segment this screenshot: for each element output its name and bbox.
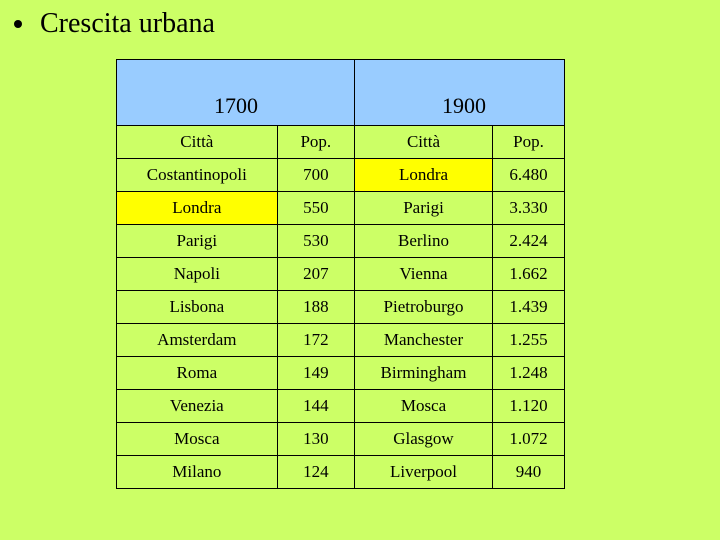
- year-1700-header: 1700: [116, 59, 355, 126]
- city-1700-cell: Roma: [116, 356, 278, 390]
- city-1700-cell: Londra: [116, 191, 278, 225]
- city-1700-cell: Parigi: [116, 224, 278, 258]
- city-1900-cell: Manchester: [354, 323, 493, 357]
- pop-1900-cell: 1.248: [492, 356, 565, 390]
- pop-1900-cell: 1.072: [492, 422, 565, 456]
- city-1700-cell: Lisbona: [116, 290, 278, 324]
- column-header-city-1900: Città: [354, 125, 493, 159]
- city-1700-cell: Napoli: [116, 257, 278, 291]
- city-1700-cell: Milano: [116, 455, 278, 489]
- pop-1700-cell: 149: [276, 356, 356, 390]
- table-row: Napoli 207 Vienna 1.662: [116, 257, 565, 291]
- population-table: 1700 1900 Città Pop. Città Pop. Costanti…: [116, 59, 565, 489]
- slide-title: Crescita urbana: [40, 8, 215, 39]
- city-1900-cell: Londra: [354, 158, 493, 192]
- table-row: Venezia 144 Mosca 1.120: [116, 389, 565, 423]
- pop-1900-cell: 1.439: [492, 290, 565, 324]
- table-row: Amsterdam 172 Manchester 1.255: [116, 323, 565, 357]
- pop-1900-cell: 1.662: [492, 257, 565, 291]
- pop-1700-cell: 144: [276, 389, 356, 423]
- pop-1700-cell: 550: [276, 191, 356, 225]
- column-header-city-1700: Città: [116, 125, 278, 159]
- pop-1900-cell: 2.424: [492, 224, 565, 258]
- pop-1700-cell: 130: [276, 422, 356, 456]
- city-1700-cell: Amsterdam: [116, 323, 278, 357]
- city-1900-cell: Pietroburgo: [354, 290, 493, 324]
- pop-1900-cell: 940: [492, 455, 565, 489]
- city-1900-cell: Mosca: [354, 389, 493, 423]
- pop-1700-cell: 530: [276, 224, 356, 258]
- table-row: Lisbona 188 Pietroburgo 1.439: [116, 290, 565, 324]
- pop-1900-cell: 6.480: [492, 158, 565, 192]
- city-1900-cell: Vienna: [354, 257, 493, 291]
- table-row: Londra 550 Parigi 3.330: [116, 191, 565, 225]
- bullet-icon: [14, 20, 22, 28]
- table-row: Roma 149 Birmingham 1.248: [116, 356, 565, 390]
- pop-1900-cell: 1.120: [492, 389, 565, 423]
- city-1900-cell: Glasgow: [354, 422, 493, 456]
- column-header-pop-1900: Pop.: [492, 125, 565, 159]
- city-1900-cell: Berlino: [354, 224, 493, 258]
- city-1900-cell: Birmingham: [354, 356, 493, 390]
- slide-title-row: Crescita urbana: [8, 4, 215, 44]
- city-1700-cell: Mosca: [116, 422, 278, 456]
- table-row: Parigi 530 Berlino 2.424: [116, 224, 565, 258]
- pop-1900-cell: 1.255: [492, 323, 565, 357]
- pop-1700-cell: 207: [276, 257, 356, 291]
- pop-1700-cell: 124: [276, 455, 356, 489]
- pop-1900-cell: 3.330: [492, 191, 565, 225]
- year-header-row: 1700 1900: [116, 59, 565, 126]
- column-header-row: Città Pop. Città Pop.: [116, 125, 565, 159]
- city-1700-cell: Costantinopoli: [116, 158, 278, 192]
- city-1900-cell: Liverpool: [354, 455, 493, 489]
- pop-1700-cell: 700: [276, 158, 356, 192]
- table-row: Mosca 130 Glasgow 1.072: [116, 422, 565, 456]
- pop-1700-cell: 172: [276, 323, 356, 357]
- city-1700-cell: Venezia: [116, 389, 278, 423]
- column-header-pop-1700: Pop.: [276, 125, 356, 159]
- table-row: Costantinopoli 700 Londra 6.480: [116, 158, 565, 192]
- city-1900-cell: Parigi: [354, 191, 493, 225]
- table-row: Milano 124 Liverpool 940: [116, 455, 565, 489]
- year-1900-header: 1900: [354, 59, 565, 126]
- pop-1700-cell: 188: [276, 290, 356, 324]
